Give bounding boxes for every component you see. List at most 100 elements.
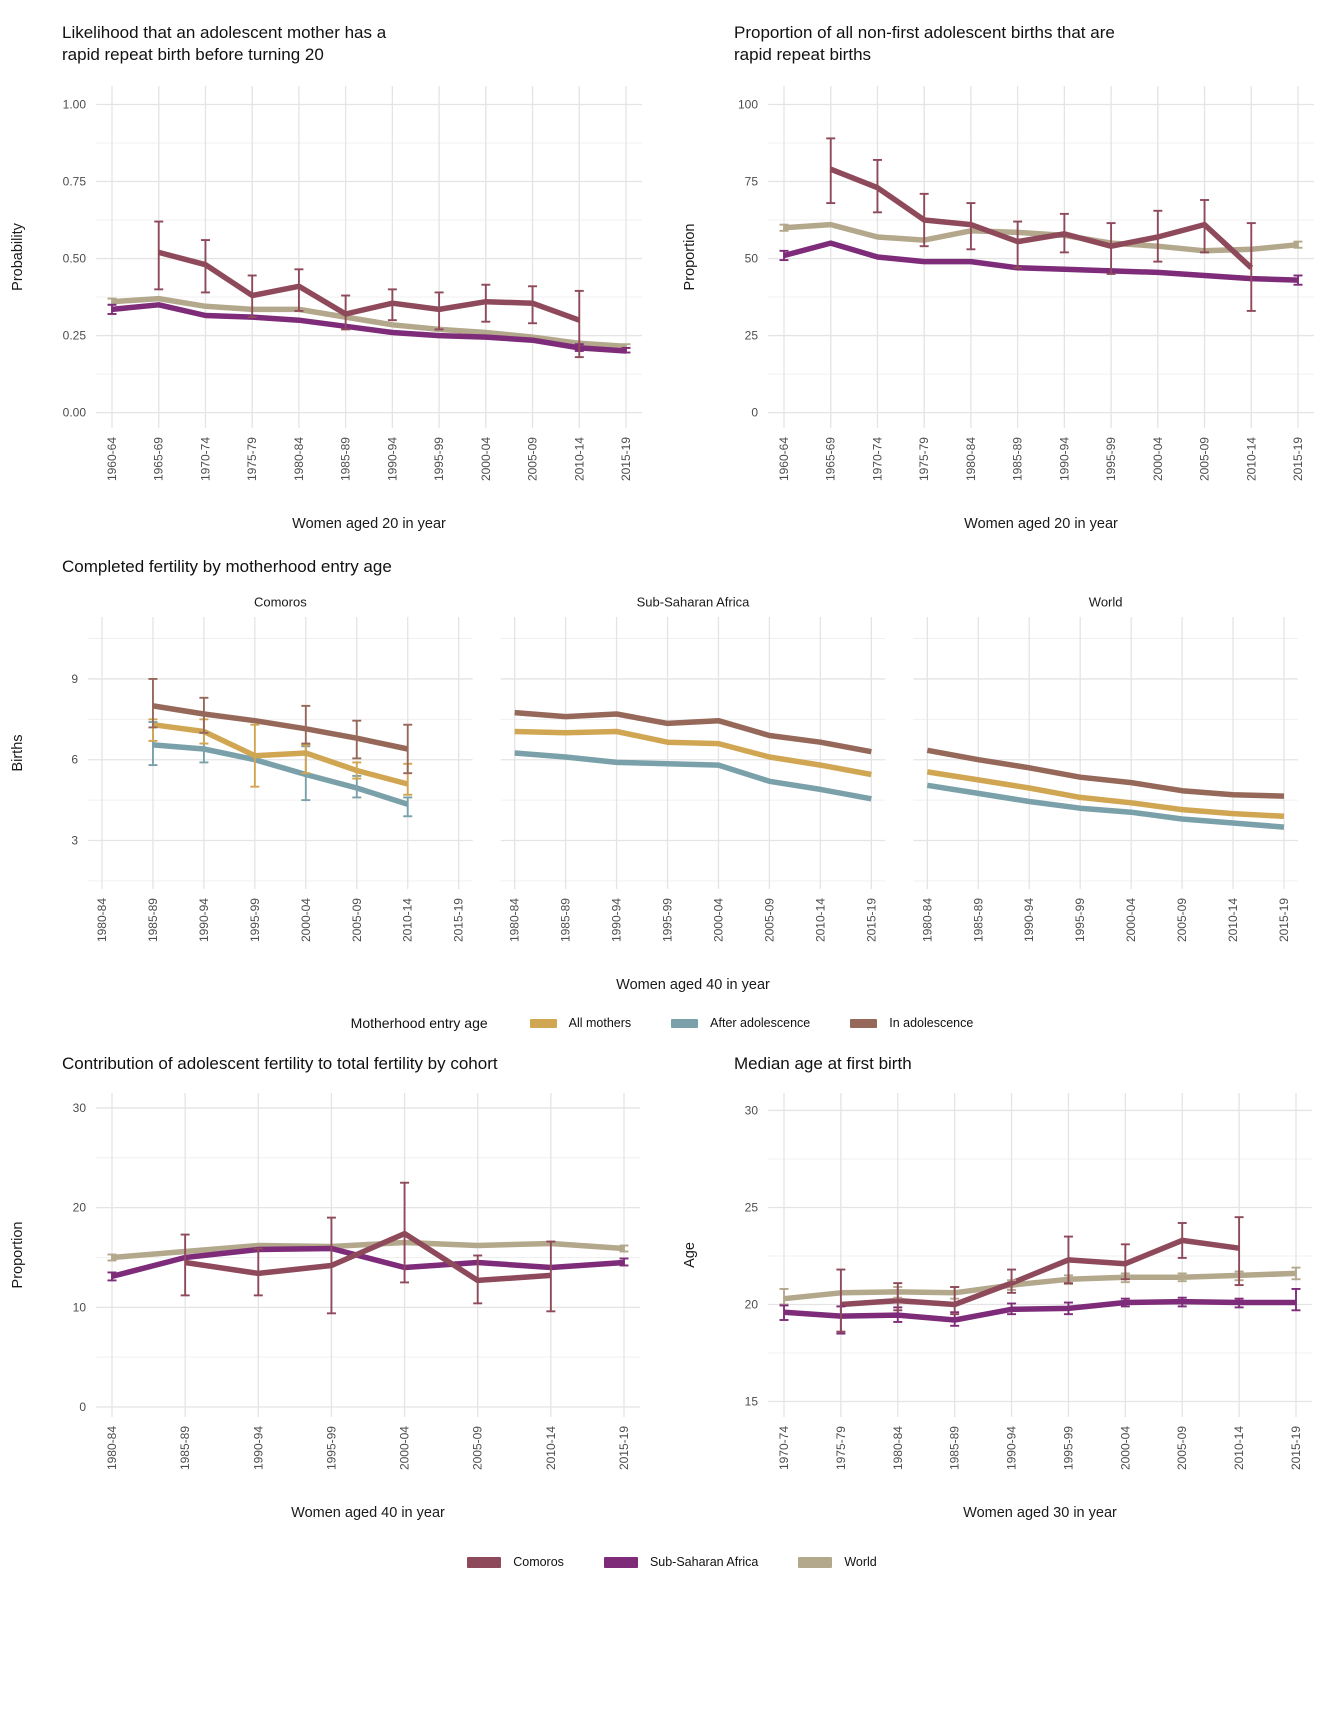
legend-label: Sub-Saharan Africa [649, 1555, 759, 1569]
svg-text:1990-94: 1990-94 [1057, 436, 1071, 480]
svg-text:1985-89: 1985-89 [948, 1426, 962, 1470]
all-mothers-swatch [529, 1018, 557, 1028]
legend-entry-world: World [798, 1555, 877, 1569]
svg-text:2005-09: 2005-09 [1175, 898, 1189, 942]
svg-text:1995-99: 1995-99 [661, 898, 675, 942]
chart-median-age: Median age at first birth 1970-74 1975-79… [672, 1037, 1344, 1529]
svg-text:2000-04: 2000-04 [1151, 436, 1165, 480]
title-line: Likelihood that an adolescent mother has… [62, 23, 387, 42]
svg-text:20: 20 [73, 1201, 87, 1215]
svg-text:1985-89: 1985-89 [971, 898, 985, 942]
chart-completed-fertility: Completed fertility by motherhood entry … [0, 556, 1344, 1031]
svg-text:2015-19: 2015-19 [1289, 1426, 1303, 1470]
sub-saharan-africa-swatch [603, 1556, 638, 1568]
legend-entry-comoros: Comoros [467, 1555, 564, 1569]
svg-text:50: 50 [745, 251, 759, 265]
svg-text:Age: Age [682, 1242, 698, 1268]
svg-text:1975-79: 1975-79 [245, 436, 259, 480]
svg-text:2000-04: 2000-04 [711, 898, 725, 942]
legend-label: All mothers [568, 1016, 632, 1031]
median-age-plot: 1970-74 1975-79 1980-84 1985-89 1990-94 1995-… [672, 1079, 1344, 1529]
motherhood-legend: Motherhood entry age All mothers After a… [0, 1015, 1344, 1031]
svg-text:1980-84: 1980-84 [292, 436, 306, 480]
svg-text:6: 6 [71, 753, 78, 767]
svg-text:9: 9 [71, 672, 78, 686]
adolescent-contribution-plot: 1980-84 1985-89 1990-94 1995-99 2000-04 2005-… [0, 1079, 672, 1529]
legend-entry-sub-saharan-africa: Sub-Saharan Africa [603, 1555, 759, 1569]
svg-text:1995-99: 1995-99 [248, 898, 262, 942]
svg-text:2005-09: 2005-09 [526, 436, 540, 480]
svg-text:1970-74: 1970-74 [870, 436, 884, 480]
svg-text:2010-14: 2010-14 [401, 898, 415, 942]
svg-text:1995-99: 1995-99 [432, 436, 446, 480]
legend-label: In adolescence [889, 1016, 974, 1031]
svg-text:2005-09: 2005-09 [350, 898, 364, 942]
svg-text:2015-19: 2015-19 [619, 436, 633, 480]
svg-text:2005-09: 2005-09 [1175, 1426, 1189, 1470]
svg-text:2015-19: 2015-19 [1277, 898, 1291, 942]
svg-text:1960-64: 1960-64 [777, 436, 791, 480]
svg-text:2000-04: 2000-04 [1118, 1426, 1132, 1470]
chart-title-rrb-likelihood: Likelihood that an adolescent mother has… [62, 22, 662, 66]
legend-label: World [844, 1555, 877, 1569]
chart-rrb-proportion: Proportion of all non-first adolescent b… [672, 6, 1344, 540]
region-legend: Comoros Sub-Saharan Africa World [0, 1555, 1344, 1569]
svg-text:1975-79: 1975-79 [917, 436, 931, 480]
top-row: Likelihood that an adolescent mother has… [0, 6, 1344, 540]
comoros-swatch [467, 1556, 502, 1568]
svg-text:1980-84: 1980-84 [95, 898, 109, 942]
chart-adolescent-contribution: Contribution of adolescent fertility to … [0, 1037, 672, 1529]
svg-text:Proportion: Proportion [682, 223, 698, 290]
chart-title-completed-fertility: Completed fertility by motherhood entry … [62, 556, 392, 576]
svg-text:2000-04: 2000-04 [398, 1426, 412, 1470]
svg-text:20: 20 [745, 1297, 759, 1311]
svg-text:1990-94: 1990-94 [1022, 898, 1036, 942]
svg-text:Women aged 20 in year: Women aged 20 in year [292, 516, 446, 532]
svg-text:1960-64: 1960-64 [105, 436, 119, 480]
svg-text:2015-19: 2015-19 [1291, 436, 1305, 480]
svg-text:1990-94: 1990-94 [385, 436, 399, 480]
svg-text:1980-84: 1980-84 [105, 1426, 119, 1470]
svg-text:1990-94: 1990-94 [197, 898, 211, 942]
svg-text:1970-74: 1970-74 [777, 1426, 791, 1470]
svg-text:1990-94: 1990-94 [610, 898, 624, 942]
after-adolescence-swatch [671, 1018, 699, 1028]
svg-text:1990-94: 1990-94 [251, 1426, 265, 1470]
svg-text:1975-79: 1975-79 [834, 1426, 848, 1470]
title-line: rapid repeat birth before turning 20 [62, 44, 324, 64]
svg-text:Women aged 30 in year: Women aged 30 in year [963, 1505, 1117, 1521]
svg-text:Women aged 40 in year: Women aged 40 in year [616, 977, 770, 993]
svg-text:1995-99: 1995-99 [324, 1426, 338, 1470]
completed-fertility-plot: Comoros 1980-84 1985-89 1990-94 1995-99 2000-… [0, 581, 1344, 1001]
svg-text:1980-84: 1980-84 [964, 436, 978, 480]
svg-text:1990-94: 1990-94 [1005, 1426, 1019, 1470]
svg-text:Comoros: Comoros [254, 595, 307, 610]
chart-rrb-likelihood: Likelihood that an adolescent mother has… [0, 6, 672, 540]
svg-text:0.25: 0.25 [63, 328, 87, 342]
chart-title-rrb-proportion: Proportion of all non-first adolescent b… [734, 22, 1334, 66]
svg-text:1985-89: 1985-89 [559, 898, 573, 942]
svg-text:Births: Births [10, 735, 26, 772]
svg-text:2000-04: 2000-04 [299, 898, 313, 942]
svg-text:100: 100 [738, 97, 758, 111]
svg-text:Proportion: Proportion [10, 1222, 26, 1289]
legend-entry-in-adolescence: In adolescence [850, 1016, 973, 1030]
svg-text:1995-99: 1995-99 [1073, 898, 1087, 942]
legend-entry-after-adolescence: After adolescence [671, 1016, 810, 1030]
svg-text:Women aged 40 in year: Women aged 40 in year [291, 1505, 445, 1521]
svg-text:2000-04: 2000-04 [1124, 898, 1138, 942]
svg-text:2010-14: 2010-14 [572, 436, 586, 480]
svg-text:1965-69: 1965-69 [152, 436, 166, 480]
svg-text:2010-14: 2010-14 [1232, 1426, 1246, 1470]
chart-title-adolescent-contribution: Contribution of adolescent fertility to … [62, 1054, 498, 1074]
svg-text:25: 25 [745, 1200, 759, 1214]
svg-text:2015-19: 2015-19 [864, 898, 878, 942]
chart-title-median-age: Median age at first birth [734, 1054, 912, 1074]
svg-text:30: 30 [73, 1101, 87, 1115]
svg-text:2010-14: 2010-14 [813, 898, 827, 942]
svg-text:1985-89: 1985-89 [178, 1426, 192, 1470]
svg-text:10: 10 [73, 1300, 87, 1314]
in-adolescence-swatch [850, 1018, 878, 1028]
svg-text:1.00: 1.00 [63, 97, 87, 111]
svg-text:World: World [1089, 595, 1123, 610]
